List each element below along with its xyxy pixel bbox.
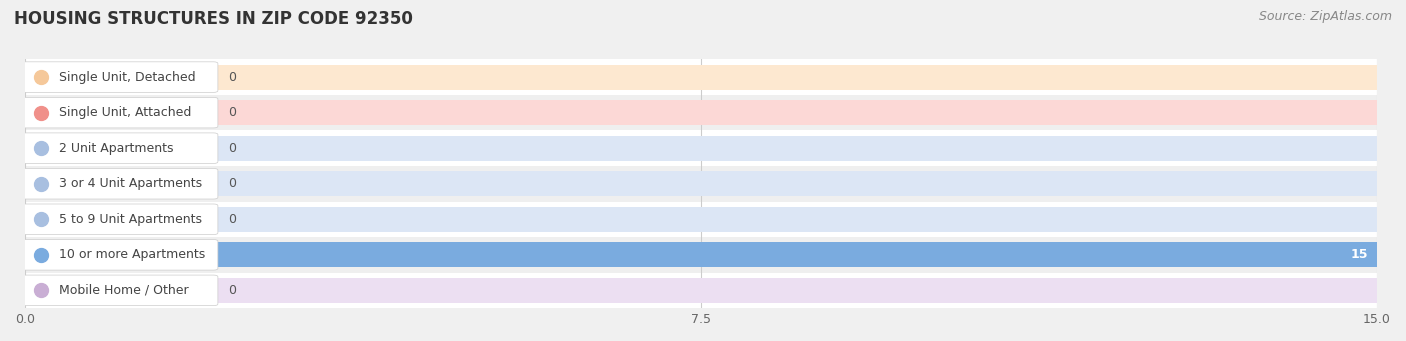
Bar bbox=[25, 171, 1376, 196]
Bar bbox=[25, 130, 1376, 166]
Text: 0: 0 bbox=[228, 106, 236, 119]
Text: 15: 15 bbox=[1351, 248, 1368, 261]
Bar bbox=[25, 207, 1376, 232]
Text: Mobile Home / Other: Mobile Home / Other bbox=[59, 284, 188, 297]
Text: Source: ZipAtlas.com: Source: ZipAtlas.com bbox=[1258, 10, 1392, 23]
Text: 10 or more Apartments: 10 or more Apartments bbox=[59, 248, 205, 261]
Bar bbox=[25, 242, 1376, 267]
FancyBboxPatch shape bbox=[21, 204, 218, 235]
Text: 0: 0 bbox=[228, 177, 236, 190]
Bar bbox=[25, 59, 1376, 95]
Text: 0: 0 bbox=[228, 284, 236, 297]
Bar bbox=[25, 136, 1376, 161]
FancyBboxPatch shape bbox=[21, 275, 218, 306]
Bar bbox=[25, 166, 1376, 202]
Bar bbox=[25, 100, 1376, 125]
Text: Single Unit, Detached: Single Unit, Detached bbox=[59, 71, 195, 84]
Bar bbox=[25, 95, 1376, 130]
Text: Single Unit, Attached: Single Unit, Attached bbox=[59, 106, 191, 119]
FancyBboxPatch shape bbox=[21, 168, 218, 199]
Bar bbox=[25, 272, 1376, 308]
Text: 2 Unit Apartments: 2 Unit Apartments bbox=[59, 142, 174, 155]
FancyBboxPatch shape bbox=[21, 62, 218, 92]
Bar bbox=[25, 237, 1376, 272]
Bar bbox=[25, 202, 1376, 237]
Text: 0: 0 bbox=[228, 213, 236, 226]
Text: 0: 0 bbox=[228, 142, 236, 155]
Text: 3 or 4 Unit Apartments: 3 or 4 Unit Apartments bbox=[59, 177, 202, 190]
FancyBboxPatch shape bbox=[21, 239, 218, 270]
Text: 5 to 9 Unit Apartments: 5 to 9 Unit Apartments bbox=[59, 213, 202, 226]
Text: HOUSING STRUCTURES IN ZIP CODE 92350: HOUSING STRUCTURES IN ZIP CODE 92350 bbox=[14, 10, 413, 28]
FancyBboxPatch shape bbox=[21, 98, 218, 128]
Bar bbox=[25, 65, 1376, 90]
FancyBboxPatch shape bbox=[21, 133, 218, 163]
Bar bbox=[25, 242, 1376, 267]
Text: 0: 0 bbox=[228, 71, 236, 84]
Bar bbox=[25, 278, 1376, 303]
